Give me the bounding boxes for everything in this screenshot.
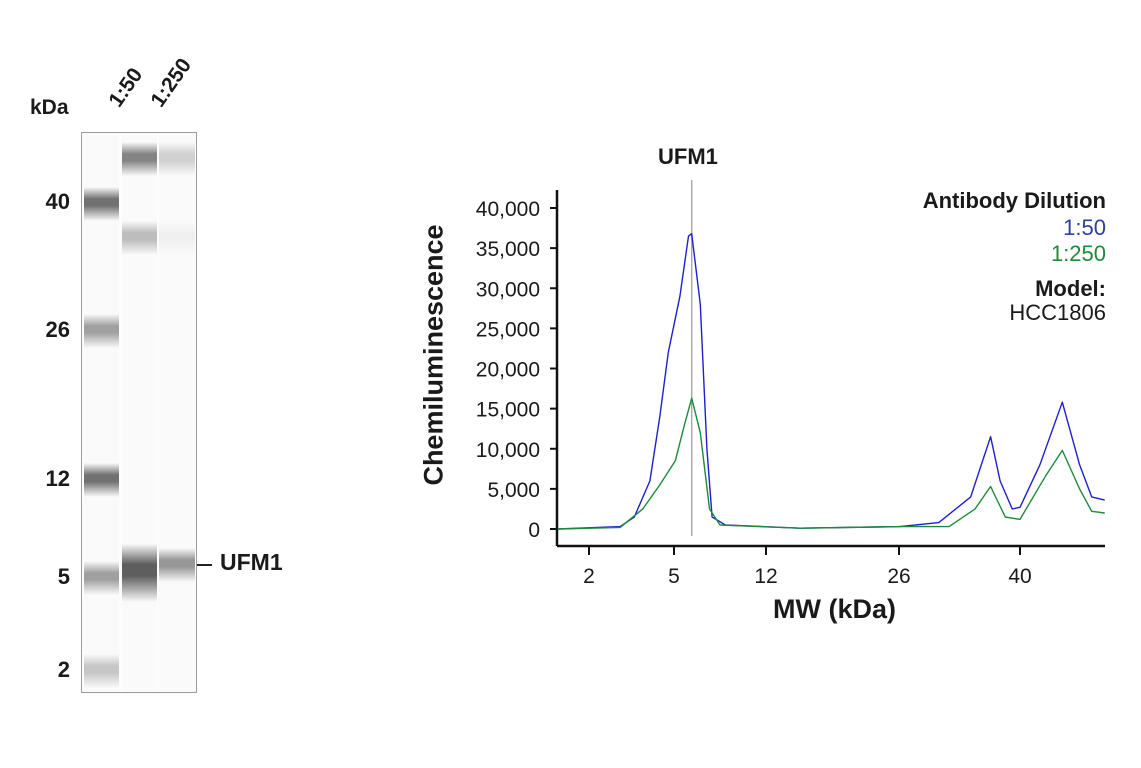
marker-label-12: 12 bbox=[45, 466, 70, 491]
y-tick-label: 25,000 bbox=[476, 318, 540, 341]
model-value: HCC1806 bbox=[1009, 300, 1106, 325]
gel-band bbox=[84, 561, 119, 595]
gel-lane-ladder bbox=[84, 133, 119, 692]
gel-band bbox=[122, 220, 157, 255]
gel-band bbox=[159, 220, 195, 255]
y-tick-label: 20,000 bbox=[476, 359, 540, 382]
x-tick-label: 26 bbox=[887, 565, 910, 588]
gel-band bbox=[84, 187, 119, 221]
gel-band bbox=[159, 548, 195, 583]
legend-title: Antibody Dilution bbox=[922, 188, 1106, 213]
target-label: UFM1 bbox=[220, 549, 283, 575]
gel-band bbox=[122, 141, 157, 176]
gel-band bbox=[122, 544, 157, 603]
x-tick-label: 12 bbox=[754, 565, 777, 588]
gel-band bbox=[84, 314, 119, 348]
gel-lane-1:50 bbox=[122, 133, 157, 692]
marker-label-5: 5 bbox=[57, 564, 70, 589]
gel-band bbox=[84, 463, 119, 497]
chart-title: UFM1 bbox=[658, 144, 718, 169]
gel-band bbox=[159, 141, 195, 176]
series-line-1-50 bbox=[557, 232, 1105, 530]
x-tick-label: 2 bbox=[583, 565, 595, 588]
target-tick bbox=[197, 564, 212, 566]
x-tick-label: 40 bbox=[1008, 565, 1031, 588]
x-tick-label: 5 bbox=[668, 565, 680, 588]
y-tick-label: 10,000 bbox=[476, 439, 540, 462]
gel-image bbox=[81, 132, 197, 693]
legend-entry-1-250: 1:250 bbox=[1050, 241, 1106, 266]
model-label: Model: bbox=[1035, 276, 1106, 301]
y-axis-label: Chemiluminescence bbox=[418, 224, 449, 486]
series-line-1-250 bbox=[557, 397, 1105, 530]
marker-label-2: 2 bbox=[57, 657, 70, 682]
y-tick-label: 5,000 bbox=[487, 479, 540, 502]
y-tick-label: 15,000 bbox=[476, 399, 540, 422]
y-tick-label: 0 bbox=[528, 519, 540, 542]
kda-label: kDa bbox=[30, 96, 69, 119]
marker-label-40: 40 bbox=[45, 189, 70, 214]
x-axis-label: MW (kDa) bbox=[773, 594, 896, 624]
y-tick-label: 30,000 bbox=[476, 278, 540, 301]
y-tick-label: 35,000 bbox=[476, 238, 540, 261]
y-tick-label: 40,000 bbox=[476, 198, 540, 221]
legend-entry-1-50: 1:50 bbox=[1063, 215, 1106, 240]
marker-label-26: 26 bbox=[45, 317, 70, 342]
gel-lane-1:250 bbox=[159, 133, 195, 692]
gel-band bbox=[84, 654, 119, 688]
